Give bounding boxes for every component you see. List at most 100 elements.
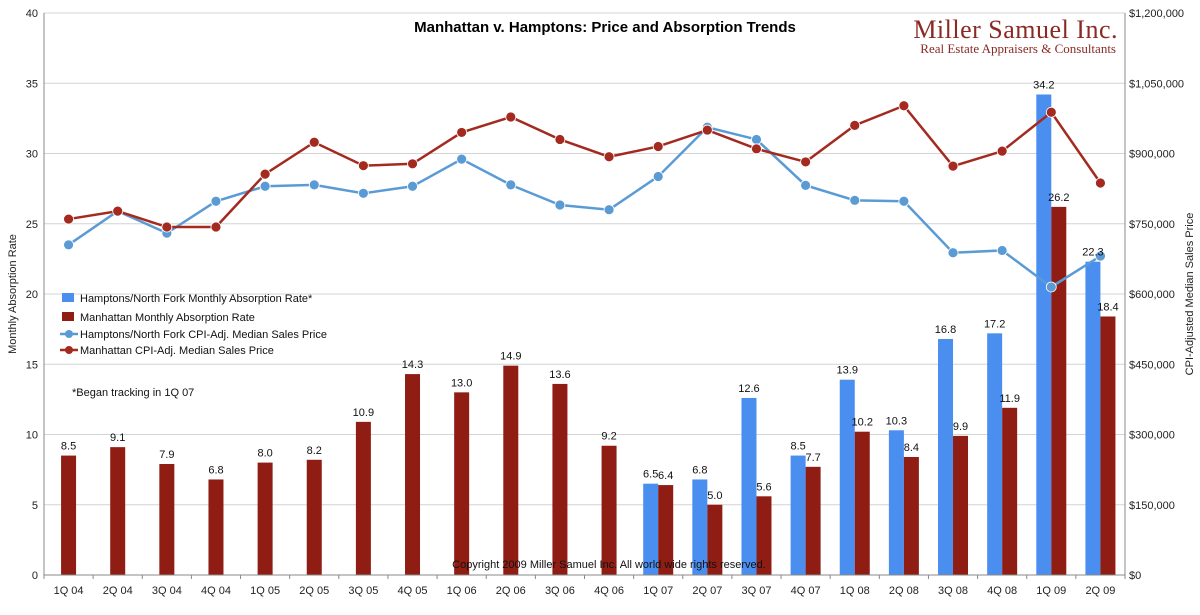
- manhattan-price-point: [996, 145, 1008, 157]
- bars: [61, 94, 1116, 576]
- manhattan-absorption-bar: [355, 421, 371, 575]
- hamptons-absorption-bar: [938, 338, 954, 575]
- manhattan-bar-label: 7.9: [159, 449, 174, 461]
- manhattan-price-point: [308, 136, 320, 148]
- hamptons-price-point: [1095, 250, 1106, 262]
- hamptons-price-point: [1045, 281, 1057, 293]
- x-tick-label: 3Q 07: [741, 585, 771, 597]
- x-tick-label: 4Q 05: [398, 585, 428, 597]
- y2-tick-label: $750,000: [1129, 219, 1175, 231]
- x-tick-label: 4Q 04: [201, 585, 231, 597]
- legend-swatch-marker: [65, 330, 73, 338]
- manhattan-price-point: [1095, 177, 1106, 189]
- manhattan-bar-label: 6.8: [208, 464, 223, 476]
- hamptons-absorption-bar: [643, 483, 659, 575]
- hamptons-bar-label: 13.9: [837, 365, 858, 377]
- y-tick-label: 10: [26, 430, 38, 442]
- hamptons-bar-label: 6.5: [643, 469, 658, 481]
- logo: Miller Samuel Inc. Real Estate Appraiser…: [913, 15, 1117, 56]
- hamptons-price-point: [63, 239, 74, 251]
- y2-axis-label: CPI-Adjusted Median Sales Price: [1184, 213, 1196, 376]
- hamptons-bar-label: 34.2: [1033, 79, 1054, 91]
- x-tick-label: 3Q 08: [938, 585, 968, 597]
- manhattan-bar-label: 8.5: [61, 441, 76, 453]
- manhattan-absorption-bar: [756, 496, 772, 575]
- y-tick-label: 35: [26, 78, 38, 90]
- manhattan-absorption-bar: [159, 464, 175, 575]
- x-tick-label: 2Q 07: [692, 585, 722, 597]
- manhattan-bar-label: 8.2: [307, 445, 322, 457]
- x-tick-label: 1Q 05: [250, 585, 280, 597]
- x-tick-label: 4Q 07: [791, 585, 821, 597]
- manhattan-price-point: [701, 124, 713, 136]
- x-tick-label: 2Q 05: [299, 585, 329, 597]
- grid: [44, 12, 1125, 576]
- x-tick-label: 1Q 06: [447, 585, 477, 597]
- x-tick-label: 1Q 08: [840, 585, 870, 597]
- manhattan-price-point: [259, 168, 271, 180]
- hamptons-bar-label: 16.8: [935, 324, 956, 336]
- hamptons-absorption-bar: [692, 479, 708, 575]
- manhattan-absorption-bar: [707, 504, 723, 575]
- legend-label: Manhattan CPI-Adj. Median Sales Price: [80, 345, 274, 357]
- legend-swatch: [62, 293, 74, 302]
- manhattan-price-point: [407, 158, 418, 170]
- manhattan-bar-label: 13.6: [549, 369, 570, 381]
- manhattan-absorption-bar: [61, 455, 77, 575]
- manhattan-absorption-bar: [552, 383, 568, 575]
- manhattan-price-point: [210, 221, 222, 233]
- manhattan-price-point: [554, 134, 566, 145]
- manhattan-price-point: [603, 151, 615, 163]
- legend-label: Hamptons/North Fork CPI-Adj. Median Sale…: [80, 329, 327, 341]
- manhattan-bar-label: 11.9: [999, 393, 1020, 405]
- manhattan-price-point: [652, 141, 664, 152]
- legend-swatch-marker: [65, 346, 73, 354]
- hamptons-absorption-bar: [839, 379, 855, 575]
- manhattan-bar-label: 10.9: [353, 407, 374, 419]
- legend-swatch: [62, 312, 74, 321]
- x-tick-label: 2Q 08: [889, 585, 919, 597]
- manhattan-price-point: [800, 156, 812, 168]
- y-axis-label: Monthly Absorption Rate: [7, 234, 19, 354]
- x-tick-label: 4Q 08: [987, 585, 1017, 597]
- hamptons-absorption-bar: [987, 333, 1003, 575]
- manhattan-price-point: [357, 160, 369, 172]
- manhattan-absorption-bar: [306, 459, 322, 575]
- manhattan-bar-label: 14.3: [402, 359, 423, 371]
- manhattan-absorption-bar: [454, 392, 470, 575]
- hamptons-price-point: [456, 153, 468, 165]
- hamptons-absorption-bar: [888, 430, 904, 575]
- x-tick-label: 1Q 09: [1036, 585, 1066, 597]
- manhattan-price-point: [1045, 106, 1057, 118]
- manhattan-absorption-bar: [1100, 316, 1116, 575]
- legend-label: Manhattan Monthly Absorption Rate: [80, 312, 255, 324]
- x-tick-label: 3Q 04: [152, 585, 182, 597]
- hamptons-absorption-bar: [741, 397, 757, 575]
- manhattan-price-point: [456, 127, 468, 138]
- y-tick-label: 25: [26, 219, 38, 231]
- manhattan-price-point: [898, 100, 910, 112]
- hamptons-absorption-bar: [1036, 94, 1052, 576]
- hamptons-price-point: [603, 204, 615, 216]
- manhattan-bar-label: 14.9: [500, 351, 521, 363]
- y-tick-label: 20: [26, 289, 38, 301]
- hamptons-bar-label: 8.5: [790, 441, 805, 453]
- manhattan-absorption-bar: [601, 445, 617, 575]
- manhattan-absorption-bar: [405, 374, 421, 575]
- legend: Hamptons/North Fork Monthly Absorption R…: [60, 293, 327, 357]
- manhattan-absorption-bar: [903, 456, 919, 575]
- hamptons-price-point: [505, 179, 517, 191]
- x-tick-label: 3Q 05: [348, 585, 378, 597]
- manhattan-price-point: [505, 111, 517, 123]
- hamptons-bar-label: 22.3: [1082, 247, 1103, 259]
- y2-tick-label: $1,200,000: [1129, 8, 1184, 20]
- hamptons-price-point: [947, 247, 959, 259]
- lines: [63, 100, 1106, 293]
- manhattan-absorption-bar: [110, 447, 126, 575]
- manhattan-price-point: [751, 143, 762, 155]
- tracking-note: *Began tracking in 1Q 07: [72, 387, 194, 399]
- hamptons-bar-label: 10.3: [886, 415, 907, 427]
- manhattan-absorption-bar: [503, 365, 519, 575]
- x-tick-label: 4Q 06: [594, 585, 624, 597]
